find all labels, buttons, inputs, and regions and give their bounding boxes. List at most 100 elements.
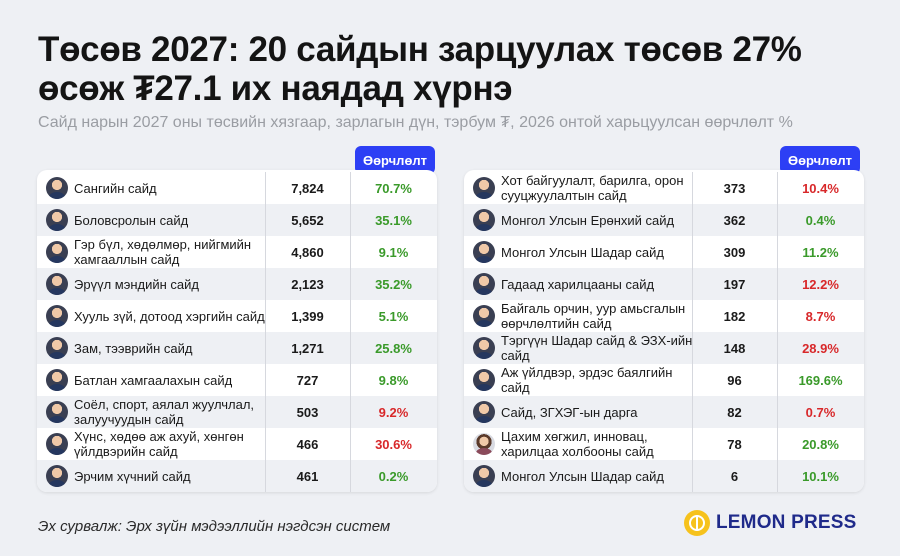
minister-name: Гэр бүл, хөдөлмөр, нийгмийн хамгааллын с… [74,237,252,267]
table-row: Батлан хамгаалахын сайд 727 9.8% [37,364,437,396]
column-divider [692,268,693,300]
table-row: Гадаад харилцааны сайд 197 12.2% [464,268,864,300]
column-divider [692,364,693,396]
budget-value: 503 [296,404,319,420]
minister-name: Хот байгуулалт, барилга, орон сууцжуулал… [501,173,684,203]
avatar [46,241,68,263]
change-percent: 0.4% [805,212,836,228]
avatar [46,433,68,455]
column-divider [777,204,778,236]
column-divider [692,332,693,364]
table-row: Монгол Улсын Ерөнхий сайд 362 0.4% [464,204,864,236]
table-row: Тэргүүн Шадар сайд & ЭЗХ-ийн сайд 148 28.9… [464,332,864,364]
column-divider [265,460,266,492]
avatar [473,337,495,359]
budget-value: 78 [727,436,742,452]
table-row: Хүнс, хөдөө аж ахуй, хөнгөн үйлдвэрийн с… [37,428,437,460]
change-percent: 0.7% [805,404,836,420]
change-percent: 28.9% [802,340,839,356]
minister-name: Цахим хөгжил, инновац, харилцаа холбооны… [501,429,654,459]
budget-value: 1,399 [291,308,324,324]
budget-value: 461 [296,468,319,484]
column-divider [692,172,693,204]
change-percent: 10.4% [802,180,839,196]
table-row: Эрүүл мэндийн сайд 2,123 35.2% [37,268,437,300]
column-divider [777,300,778,332]
table-row: Аж үйлдвэр, эрдэс баялгийн сайд 96 169.6% [464,364,864,396]
table-row: Эрчим хүчний сайд 461 0.2% [37,460,437,492]
avatar [46,273,68,295]
change-percent: 5.1% [378,308,409,324]
minister-name: Хууль зүй, дотоод хэргийн сайд [74,308,265,324]
minister-name: Аж үйлдвэр, эрдэс баялгийн сайд [501,365,673,395]
avatar [46,305,68,327]
change-percent: 30.6% [375,436,412,452]
page-title: Төсөв 2027: 20 сайдын зарцуулах төсөв 27… [38,30,802,108]
column-divider [265,236,266,268]
column-divider [265,172,266,204]
avatar [473,465,495,487]
column-divider [350,172,351,204]
column-divider [777,396,778,428]
budget-value: 2,123 [291,276,324,292]
change-percent: 35.1% [375,212,412,228]
column-divider [692,428,693,460]
ministers-table-right: Хот байгуулалт, барилга, орон сууцжуулал… [464,170,864,492]
budget-value: 6 [730,468,739,484]
column-divider [692,460,693,492]
table-row: Хот байгуулалт, барилга, орон сууцжуулал… [464,172,864,204]
budget-value: 4,860 [291,244,324,260]
ministers-table-left: Сангийн сайд 7,824 70.7% Боловсролын сайд 5,… [37,170,437,492]
minister-name: Эрүүл мэндийн сайд [74,276,199,292]
table-row: Гэр бүл, хөдөлмөр, нийгмийн хамгааллын с… [37,236,437,268]
lemon-icon [684,510,710,536]
avatar [46,369,68,391]
column-divider [692,300,693,332]
column-divider [692,236,693,268]
budget-value: 82 [727,404,742,420]
change-percent: 11.2% [802,244,839,260]
table-row: Сангийн сайд 7,824 70.7% [37,172,437,204]
avatar [46,337,68,359]
minister-name: Сайд, ЗГХЭГ-ын дарга [501,404,638,420]
minister-name: Монгол Улсын Шадар сайд [501,468,664,484]
minister-name: Батлан хамгаалахын сайд [74,372,233,388]
column-divider [265,300,266,332]
minister-name: Соёл, спорт, аялал жуулчлал, залуучуудын… [74,397,255,427]
minister-name: Байгаль орчин, уур амьсгалын өөрчлөлтийн… [501,301,686,331]
column-divider [777,268,778,300]
minister-name: Монгол Улсын Ерөнхий сайд [501,212,675,228]
change-percent: 9.2% [378,404,409,420]
minister-name: Гадаад харилцааны сайд [501,276,655,292]
budget-value: 373 [723,180,746,196]
budget-value: 466 [296,436,319,452]
column-divider [265,396,266,428]
page-subtitle: Сайд нарын 2027 оны төсвийн хязгаар, зар… [38,114,793,131]
brand-logo: LEMON PRESS [684,510,857,536]
change-percent: 10.1% [802,468,839,484]
budget-value: 96 [727,372,742,388]
minister-name: Зам, тээврийн сайд [74,340,193,356]
table-row: Монгол Улсын Шадар сайд 309 11.2% [464,236,864,268]
avatar [473,401,495,423]
avatar [473,369,495,391]
column-divider [692,204,693,236]
budget-value: 197 [723,276,746,292]
column-divider [350,332,351,364]
budget-value: 309 [723,244,746,260]
avatar [473,177,495,199]
avatar [46,177,68,199]
budget-value: 148 [723,340,746,356]
logo-text: LEMON PRESS [716,512,857,533]
change-percent: 25.8% [375,340,412,356]
table-row: Боловсролын сайд 5,652 35.1% [37,204,437,236]
column-divider [777,364,778,396]
change-column-header-right: Өөрчлөлт [780,146,860,174]
change-percent: 20.8% [802,436,839,452]
column-divider [350,364,351,396]
column-divider [692,396,693,428]
avatar [46,465,68,487]
column-divider [350,428,351,460]
table-row: Соёл, спорт, аялал жуулчлал, залуучуудын… [37,396,437,428]
avatar [473,241,495,263]
